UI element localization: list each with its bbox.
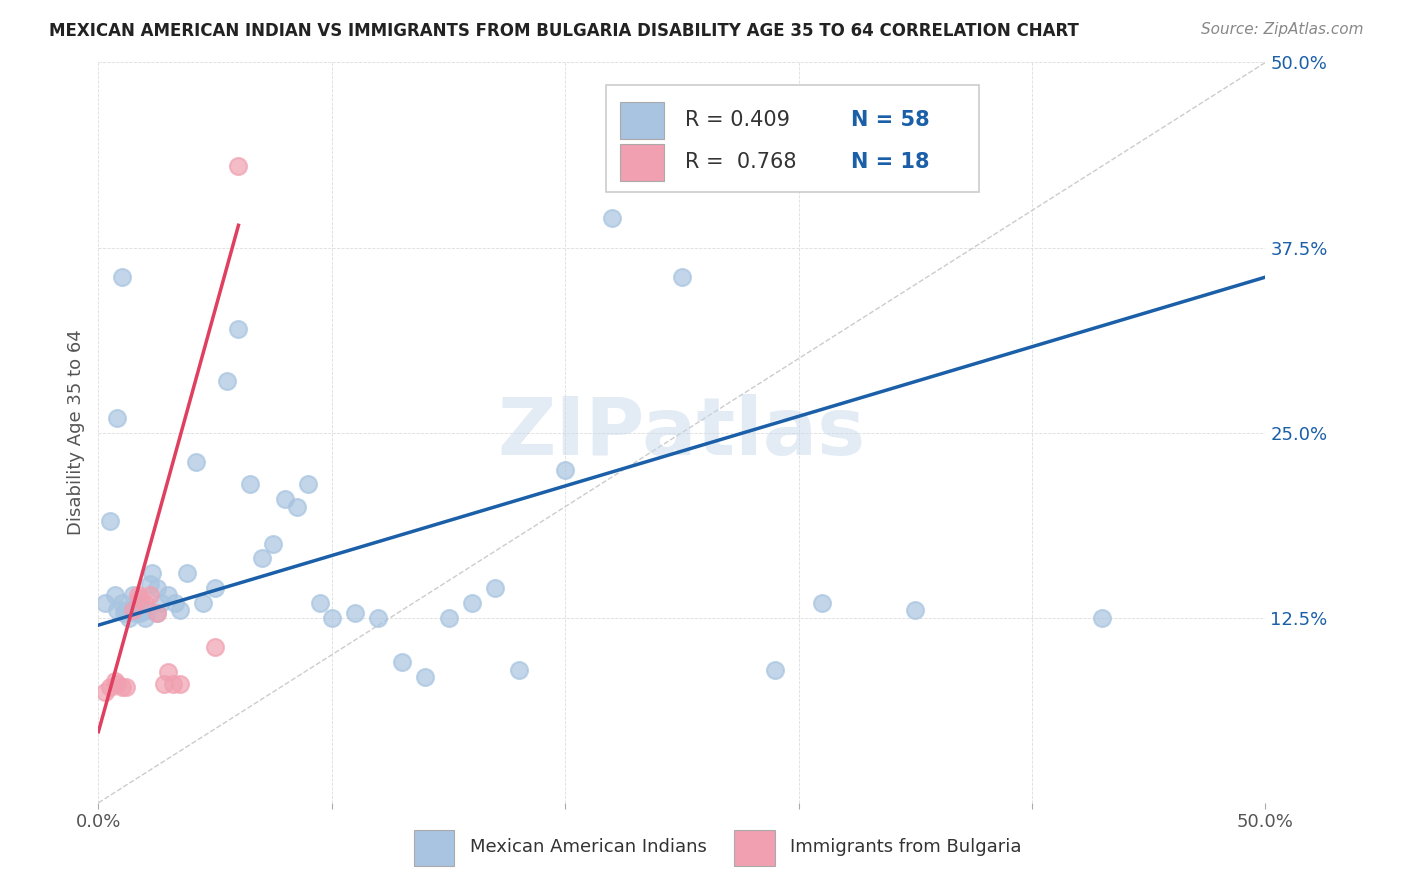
Point: [321, 610, 343, 624]
Point: [122, 603, 145, 617]
FancyBboxPatch shape: [620, 144, 665, 181]
Point: [152, 677, 174, 691]
Point: [94, 685, 117, 699]
Text: R = 0.409: R = 0.409: [685, 111, 790, 130]
Point: [134, 610, 156, 624]
Point: [122, 603, 145, 617]
FancyBboxPatch shape: [620, 102, 665, 138]
Point: [157, 589, 180, 603]
Point: [111, 596, 134, 610]
Point: [136, 603, 159, 617]
Point: [600, 211, 623, 225]
Point: [146, 581, 169, 595]
Point: [763, 663, 786, 677]
Point: [215, 374, 238, 388]
Point: [105, 410, 128, 425]
Point: [162, 677, 184, 691]
Point: [115, 681, 138, 695]
Text: N = 58: N = 58: [851, 111, 929, 130]
Point: [125, 607, 148, 621]
Point: [297, 477, 319, 491]
Point: [250, 551, 273, 566]
Point: [150, 596, 173, 610]
Text: ZIPatlas: ZIPatlas: [498, 393, 866, 472]
Point: [146, 607, 169, 621]
Point: [204, 640, 226, 655]
FancyBboxPatch shape: [606, 85, 980, 192]
Point: [169, 677, 191, 691]
Point: [228, 159, 250, 173]
Text: Mexican American Indians: Mexican American Indians: [470, 838, 706, 856]
Point: [239, 477, 262, 491]
Point: [105, 603, 128, 617]
Point: [1091, 610, 1114, 624]
Point: [165, 596, 187, 610]
Point: [98, 681, 121, 695]
Point: [169, 603, 191, 617]
Point: [146, 607, 169, 621]
Point: [811, 596, 834, 610]
Point: [344, 607, 367, 621]
Point: [129, 591, 152, 606]
Point: [104, 589, 127, 603]
Point: [671, 270, 693, 285]
Point: [367, 610, 389, 624]
Point: [274, 492, 297, 507]
Point: [484, 581, 506, 595]
Text: N = 18: N = 18: [851, 153, 929, 172]
Point: [132, 603, 155, 617]
Point: [904, 603, 927, 617]
Point: [111, 270, 134, 285]
FancyBboxPatch shape: [734, 830, 775, 866]
Y-axis label: Disability Age 35 to 64: Disability Age 35 to 64: [66, 330, 84, 535]
Point: [127, 596, 149, 610]
Point: [193, 596, 215, 610]
Point: [262, 536, 284, 550]
Point: [129, 603, 152, 617]
Point: [228, 322, 250, 336]
Point: [94, 596, 117, 610]
Point: [391, 655, 413, 669]
Point: [118, 610, 141, 624]
Text: R =  0.768: R = 0.768: [685, 153, 797, 172]
Point: [111, 681, 134, 695]
FancyBboxPatch shape: [413, 830, 454, 866]
Point: [741, 166, 763, 180]
Point: [141, 566, 163, 581]
Point: [98, 515, 121, 529]
Point: [120, 603, 142, 617]
Point: [127, 589, 149, 603]
Point: [437, 610, 460, 624]
Point: [112, 607, 135, 621]
Point: [309, 596, 332, 610]
Point: [134, 596, 156, 610]
Point: [129, 607, 152, 621]
Point: [176, 566, 198, 581]
Point: [157, 665, 180, 680]
Text: Immigrants from Bulgaria: Immigrants from Bulgaria: [790, 838, 1022, 856]
Text: MEXICAN AMERICAN INDIAN VS IMMIGRANTS FROM BULGARIA DISABILITY AGE 35 TO 64 CORR: MEXICAN AMERICAN INDIAN VS IMMIGRANTS FR…: [49, 22, 1078, 40]
Point: [285, 500, 308, 514]
Point: [508, 663, 530, 677]
Point: [115, 603, 138, 617]
Point: [554, 462, 576, 476]
Point: [139, 576, 162, 591]
Point: [139, 589, 162, 603]
Point: [105, 677, 128, 691]
Point: [204, 581, 226, 595]
Point: [413, 670, 436, 684]
Point: [186, 455, 208, 469]
Point: [122, 589, 145, 603]
Text: Source: ZipAtlas.com: Source: ZipAtlas.com: [1201, 22, 1364, 37]
Point: [461, 596, 484, 610]
Point: [104, 674, 127, 689]
